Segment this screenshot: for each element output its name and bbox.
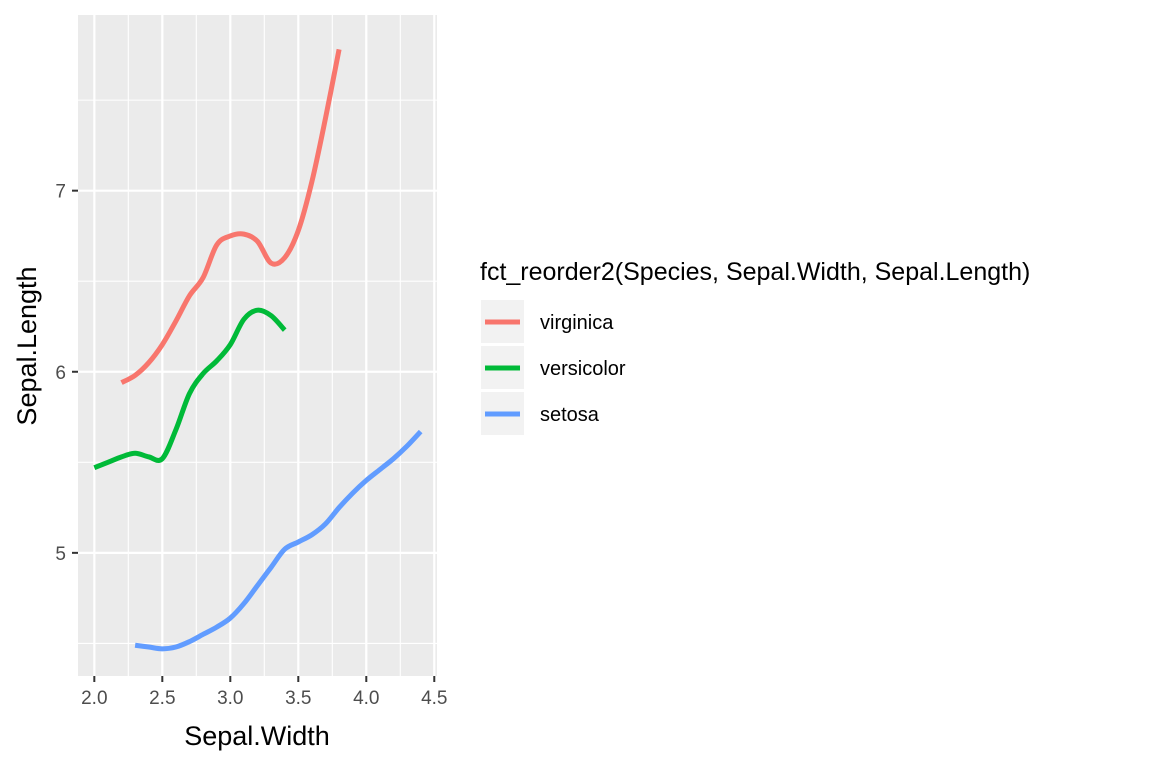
grid-major xyxy=(78,15,437,676)
y-tick-label: 6 xyxy=(55,363,66,384)
legend: virginica versicolor setosa xyxy=(481,300,626,435)
x-axis-title: Sepal.Width xyxy=(184,721,330,751)
series-lines xyxy=(93,48,423,652)
x-tick-label: 4.5 xyxy=(421,688,447,709)
series-line-virginica xyxy=(120,48,342,385)
x-tick-label: 2.5 xyxy=(149,688,175,709)
legend-label-versicolor: versicolor xyxy=(540,358,626,380)
y-tick-label: 5 xyxy=(55,544,66,565)
x-tick-label: 2.0 xyxy=(81,688,107,709)
x-axis: 2.0 2.5 3.0 3.5 4.0 4.5 xyxy=(81,676,447,709)
series-line-versicolor xyxy=(93,307,287,471)
y-axis: 5 6 7 xyxy=(55,182,78,565)
legend-label-virginica: virginica xyxy=(540,312,614,334)
x-tick-label: 3.5 xyxy=(285,688,311,709)
x-tick-label: 4.0 xyxy=(353,688,379,709)
legend-label-setosa: setosa xyxy=(540,404,600,426)
y-axis-title: Sepal.Length xyxy=(12,266,42,425)
y-tick-label: 7 xyxy=(55,182,66,203)
plot-panel xyxy=(78,15,437,676)
series-line-setosa xyxy=(134,429,423,652)
legend-title: fct_reorder2(Species, Sepal.Width, Sepal… xyxy=(480,258,1030,286)
x-tick-label: 3.0 xyxy=(217,688,243,709)
